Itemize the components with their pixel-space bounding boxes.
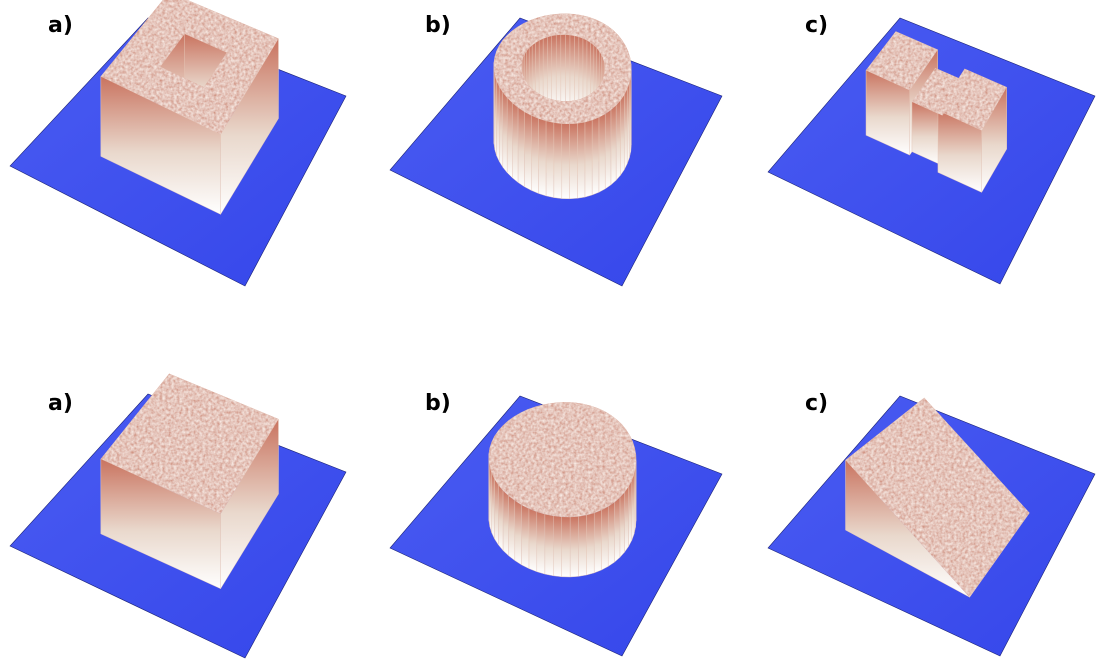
feature-wall [569,123,578,200]
feature-wall [512,102,519,183]
feature-wall [624,485,629,553]
feature-wall [561,123,570,200]
feature-wall [628,480,632,547]
feature-top [100,373,279,514]
feature-wall [491,472,495,540]
feature-wall [496,80,500,162]
feature-wall [494,74,497,156]
feature-wall [538,118,547,197]
feature-wall [517,107,525,188]
feature-wall [502,91,508,174]
feature-wall [514,500,522,566]
feature-wall [498,484,504,552]
panel: a) [9,0,347,287]
panel-label: b) [425,391,451,416]
feature-wall [631,473,635,541]
panels: a) b) c) a) b) c) [9,0,1096,659]
feature-wall [584,119,593,198]
panel: c) [767,13,1096,285]
feature-wall [565,34,571,111]
panel: b) [389,391,723,657]
feature-wall [499,85,503,168]
feature-top [493,13,632,124]
feature-wall [605,109,612,190]
feature-wall [629,76,631,158]
feature-wall [615,99,621,181]
feature-wall [614,496,621,563]
feature-wall [608,501,615,567]
feature-wall [508,495,515,561]
feature-wall [545,120,555,198]
feature-wall [594,509,602,574]
panel: a) [9,373,347,659]
feature-wall [507,97,513,179]
feature-top [866,31,938,91]
feature-wall [489,466,492,533]
feature-wall [556,34,561,111]
feature-wall [521,504,530,569]
feature-wall [598,113,606,193]
feature-wall [553,515,562,578]
feature-wall [578,514,587,577]
feature-wall [620,94,625,176]
panel-label: c) [805,13,828,38]
feature-top [938,68,1007,131]
feature-wall [569,516,579,578]
feature-wall [610,104,617,186]
feature-wall [561,516,571,578]
feature-wall [633,467,636,535]
feature-wall [577,121,586,199]
panel-label: a) [48,13,73,38]
feature-wall [531,115,539,194]
feature-wall [544,513,554,577]
panel: c) [767,391,1096,657]
panel-label: a) [48,391,73,416]
panel-label: b) [425,13,451,38]
feature-wall [553,122,562,199]
feature-wall [601,506,609,571]
feature-wall [591,117,600,196]
feature-wall [627,82,630,164]
panel: b) [389,13,723,287]
feature-wall [494,478,499,546]
feature-top [912,68,965,116]
feature-top [488,402,637,517]
feature-wall [586,512,595,576]
panel-label: c) [805,391,828,416]
feature-top [845,397,1030,598]
feature-top [100,0,279,135]
feature-wall [524,111,532,191]
feature-wall [569,34,575,111]
feature-wall [528,508,537,572]
feature-wall [619,491,625,558]
feature-wall [536,511,546,575]
feature-wall [502,490,509,557]
feature-wall [624,88,628,170]
feature-wall [560,34,566,110]
feature-wall [845,459,970,598]
